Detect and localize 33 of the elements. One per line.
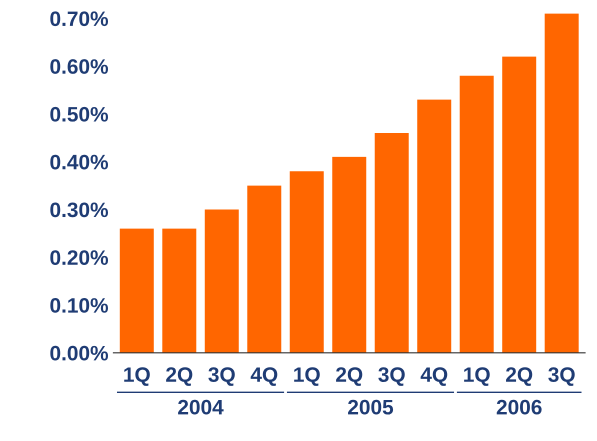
bar (502, 56, 536, 353)
bar (247, 186, 282, 353)
x-tick-label: 4Q (420, 367, 448, 386)
bar (162, 228, 196, 353)
x-tick-label: 2Q (506, 367, 532, 386)
bar (544, 14, 579, 353)
y-tick-label: 0.60% (50, 59, 108, 74)
bar (374, 133, 409, 353)
y-tick-label: 0.50% (50, 106, 108, 122)
text: 2005 (348, 400, 394, 415)
x-tick-label: 3Q (548, 367, 575, 386)
bar (460, 76, 494, 353)
x-tick-label: 1Q (294, 367, 320, 386)
x-tick-label: 3Q (208, 367, 235, 386)
bar (417, 100, 452, 353)
x-tick-label: 4Q (250, 367, 278, 386)
bar (332, 156, 366, 353)
y-tick-label: 0.00% (50, 346, 108, 361)
bar (204, 209, 239, 353)
bar (290, 171, 324, 353)
y-tick-label: 0.10% (50, 298, 108, 313)
text: 2006 (496, 400, 542, 415)
x-tick-label: 1Q (124, 367, 150, 386)
x-tick-label: 2Q (336, 367, 362, 386)
y-tick-label: 0.40% (50, 154, 108, 170)
bar (120, 228, 154, 353)
y-tick-label: 0.20% (50, 250, 108, 266)
text: 2004 (178, 400, 224, 415)
x-tick-label: 3Q (378, 367, 405, 386)
x-tick-label: 2Q (166, 367, 192, 386)
y-tick-label: 0.70% (50, 11, 108, 26)
x-tick-label: 1Q (464, 367, 490, 386)
y-tick-label: 0.30% (50, 202, 108, 218)
